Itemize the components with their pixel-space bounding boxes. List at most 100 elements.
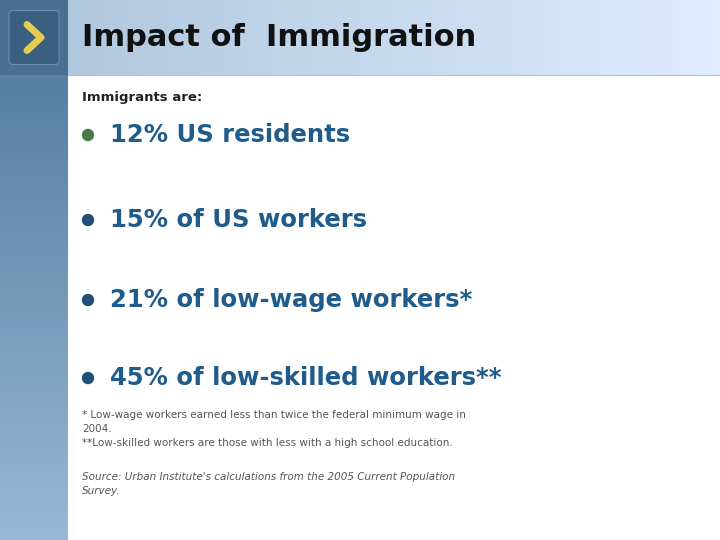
Bar xyxy=(76,0,84,75)
Bar xyxy=(500,0,508,75)
Bar xyxy=(0,199,68,207)
Bar xyxy=(671,0,679,75)
Bar xyxy=(199,0,207,75)
Bar xyxy=(565,0,573,75)
Bar xyxy=(0,401,68,408)
Bar xyxy=(378,0,386,75)
Bar xyxy=(0,408,68,416)
Bar xyxy=(654,0,663,75)
Bar xyxy=(369,0,378,75)
Bar xyxy=(0,501,68,509)
Bar xyxy=(312,0,320,75)
Bar xyxy=(0,222,68,230)
Bar xyxy=(549,0,557,75)
Bar xyxy=(402,0,410,75)
Bar xyxy=(84,0,92,75)
Bar xyxy=(0,517,68,524)
Bar xyxy=(182,0,190,75)
Bar xyxy=(0,269,68,276)
Bar xyxy=(0,129,68,137)
Bar xyxy=(484,0,492,75)
Bar xyxy=(0,416,68,424)
Text: Impact of  Immigration: Impact of Immigration xyxy=(82,23,476,52)
Bar xyxy=(0,184,68,191)
Bar xyxy=(582,0,590,75)
Bar xyxy=(0,385,68,393)
Bar xyxy=(109,0,117,75)
Bar xyxy=(117,0,125,75)
Bar xyxy=(361,0,369,75)
Bar xyxy=(0,369,68,377)
Bar xyxy=(0,462,68,470)
Circle shape xyxy=(83,294,94,306)
Bar xyxy=(231,0,239,75)
Bar xyxy=(190,0,199,75)
Bar xyxy=(0,346,68,354)
Bar xyxy=(305,0,312,75)
Bar xyxy=(451,0,459,75)
Bar xyxy=(703,0,712,75)
Bar xyxy=(557,0,565,75)
Bar xyxy=(606,0,614,75)
Bar xyxy=(516,0,524,75)
Circle shape xyxy=(83,214,94,226)
Bar xyxy=(207,0,215,75)
Bar xyxy=(256,0,264,75)
Bar xyxy=(0,393,68,401)
Bar xyxy=(467,0,475,75)
Bar xyxy=(0,261,68,269)
Bar xyxy=(0,486,68,494)
Bar xyxy=(443,0,451,75)
Bar xyxy=(0,300,68,307)
Bar xyxy=(0,98,68,106)
Bar xyxy=(0,377,68,385)
Bar xyxy=(630,0,639,75)
Bar xyxy=(320,0,329,75)
Bar xyxy=(92,0,101,75)
Bar xyxy=(622,0,630,75)
Bar xyxy=(0,292,68,300)
Bar xyxy=(0,145,68,152)
Text: 12% US residents: 12% US residents xyxy=(110,123,350,147)
Bar xyxy=(0,253,68,261)
Bar xyxy=(0,362,68,369)
Bar xyxy=(0,307,68,315)
Bar xyxy=(0,191,68,199)
Bar xyxy=(264,0,271,75)
Bar xyxy=(492,0,500,75)
Bar xyxy=(280,0,288,75)
Bar xyxy=(158,0,166,75)
Bar xyxy=(354,0,361,75)
Bar xyxy=(508,0,516,75)
Bar xyxy=(125,0,133,75)
Bar xyxy=(133,0,141,75)
Bar xyxy=(533,0,541,75)
Bar xyxy=(0,447,68,455)
Bar xyxy=(0,137,68,145)
Circle shape xyxy=(83,130,94,140)
Bar xyxy=(0,431,68,439)
Text: Immigrants are:: Immigrants are: xyxy=(82,91,202,104)
FancyBboxPatch shape xyxy=(9,10,59,64)
Bar xyxy=(0,168,68,176)
Bar xyxy=(0,0,68,75)
Bar xyxy=(68,0,76,75)
Bar xyxy=(0,152,68,160)
Text: Source: Urban Institute's calculations from the 2005 Current Population
Survey.: Source: Urban Institute's calculations f… xyxy=(82,472,455,496)
Bar xyxy=(68,75,720,540)
Bar xyxy=(386,0,394,75)
Circle shape xyxy=(83,373,94,383)
Bar xyxy=(288,0,296,75)
Bar xyxy=(573,0,582,75)
Bar xyxy=(0,455,68,462)
Bar xyxy=(0,439,68,447)
Bar xyxy=(712,0,720,75)
Bar xyxy=(590,0,598,75)
Bar xyxy=(0,284,68,292)
Bar xyxy=(418,0,426,75)
Bar xyxy=(435,0,443,75)
Text: 15% of US workers: 15% of US workers xyxy=(110,208,367,232)
Bar xyxy=(0,75,68,83)
Bar xyxy=(0,106,68,114)
Bar xyxy=(663,0,671,75)
